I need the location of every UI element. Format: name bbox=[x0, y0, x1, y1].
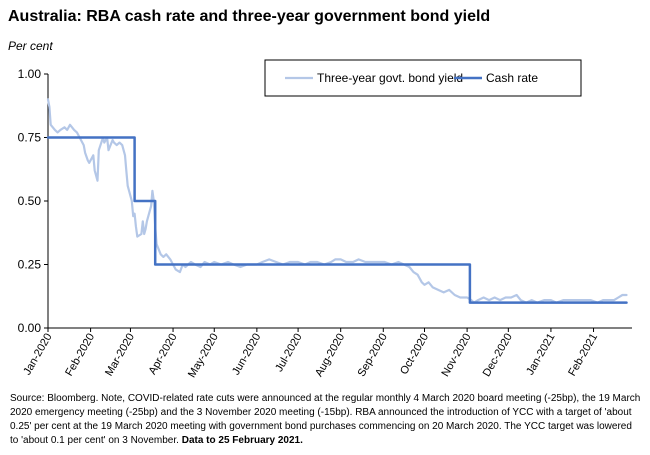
x-tick-label: Mar-2020 bbox=[103, 332, 137, 379]
y-tick-label: 0.25 bbox=[18, 258, 42, 272]
x-tick-label: Sep-2020 bbox=[356, 332, 390, 379]
series-layer bbox=[46, 98, 628, 304]
legend-layer: Three-year govt. bond yield Cash rate bbox=[264, 59, 582, 97]
source-note-bold: Data to 25 February 2021. bbox=[181, 435, 303, 446]
source-note: Source: Bloomberg. Note, COVID-related r… bbox=[10, 392, 642, 448]
x-tick-label: Jan-2020 bbox=[21, 332, 54, 378]
y-tick-label: 0.00 bbox=[18, 321, 42, 335]
y-axis-unit-label: Per cent bbox=[8, 39, 53, 53]
x-tick-label: Nov-2020 bbox=[439, 332, 473, 379]
legend-label: Cash rate bbox=[486, 71, 538, 85]
x-tick-label: Dec-2020 bbox=[481, 332, 515, 379]
series-line-cash-rate bbox=[46, 136, 628, 304]
x-tick-label: Jan-2021 bbox=[524, 332, 557, 378]
legend-box bbox=[264, 59, 582, 97]
source-note-text: Source: Bloomberg. Note, COVID-related r… bbox=[10, 393, 641, 446]
y-tick-label: 0.75 bbox=[18, 131, 42, 145]
x-tick-label: Apr-2020 bbox=[147, 332, 180, 377]
chart-title: Australia: RBA cash rate and three-year … bbox=[8, 8, 491, 25]
x-tick-label: Aug-2020 bbox=[313, 332, 347, 379]
y-tick-label: 0.50 bbox=[18, 194, 42, 208]
x-tick-label: Feb-2021 bbox=[566, 332, 600, 379]
x-tick-label: Feb-2020 bbox=[63, 332, 97, 379]
x-tick-label: Jun-2020 bbox=[230, 332, 263, 378]
legend-label: Three-year govt. bond yield bbox=[317, 71, 463, 85]
x-tick-label: Jul-2020 bbox=[273, 332, 304, 375]
axes-layer: 0.00 0.25 0.50 0.75 1.00 Jan-2020 Feb-2020 Mar-… bbox=[18, 67, 632, 380]
chart-plot: 0.00 0.25 0.50 0.75 1.00 Jan-2020 Feb-2020 Mar-… bbox=[18, 59, 632, 380]
x-tick-label: Oct-2020 bbox=[398, 332, 431, 377]
y-tick-label: 1.00 bbox=[18, 67, 42, 81]
x-tick-label: May-2020 bbox=[186, 332, 221, 380]
